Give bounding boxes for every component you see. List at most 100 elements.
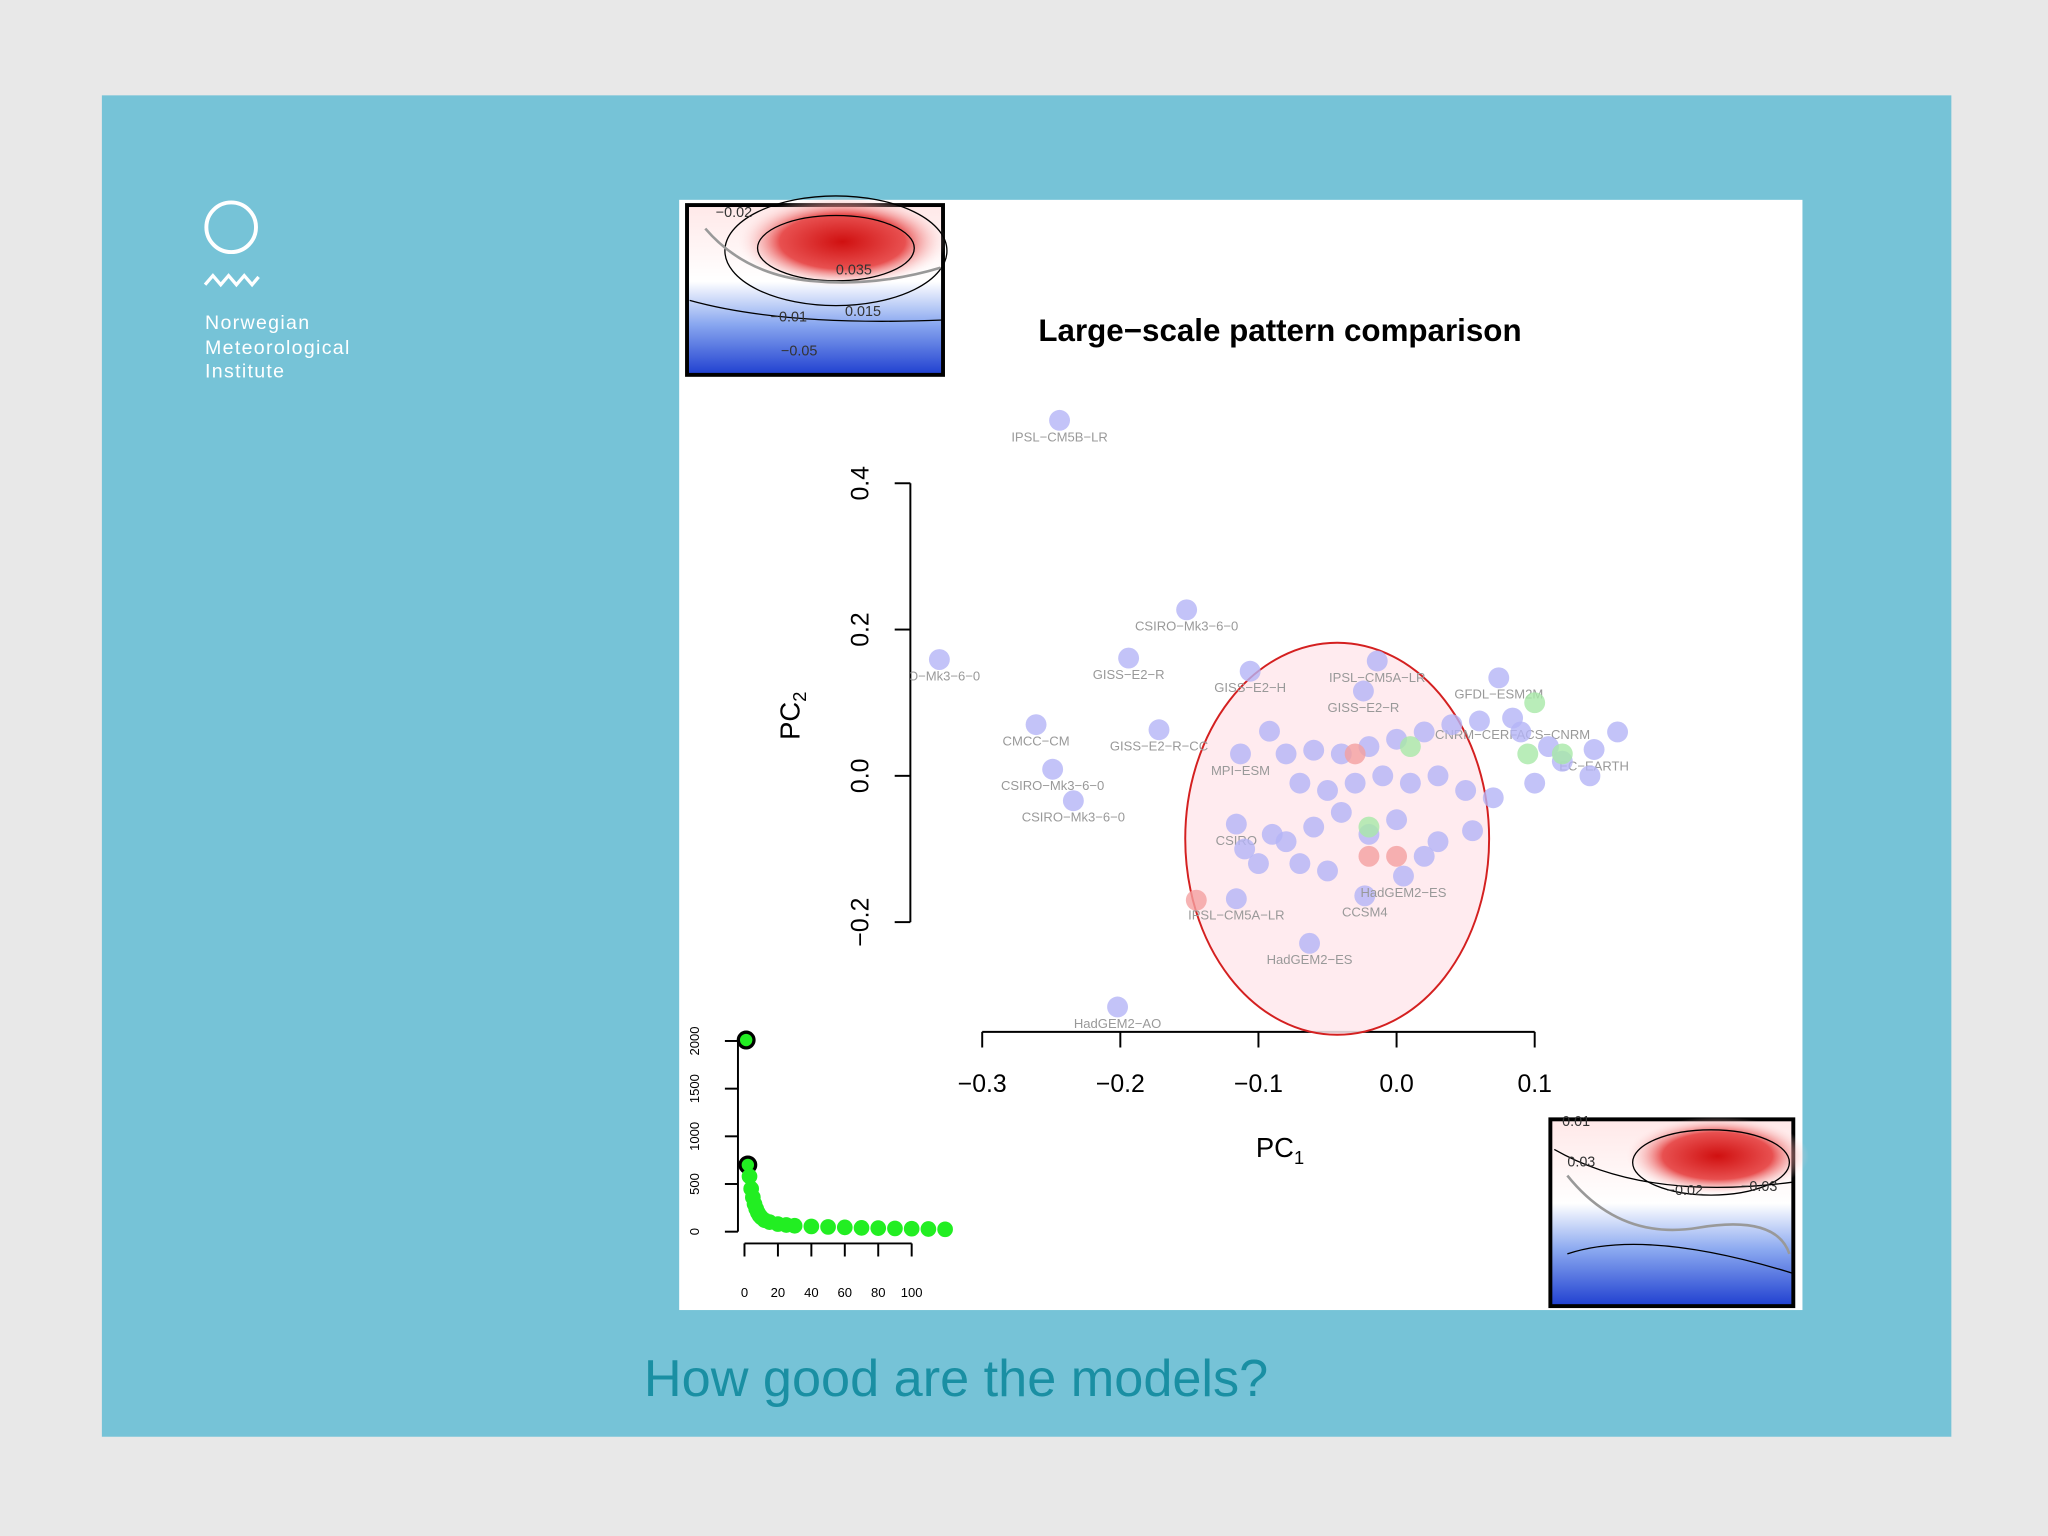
data-point xyxy=(1049,409,1071,431)
data-point xyxy=(1289,853,1311,875)
y-tick-label: 0.0 xyxy=(848,759,875,793)
plot-area xyxy=(736,1030,953,1238)
slide-caption: How good are the models? xyxy=(644,1350,1268,1408)
data-point xyxy=(786,1217,803,1234)
y-tick-label: 1000 xyxy=(687,1122,702,1151)
y-tick-label: 0.4 xyxy=(848,466,875,501)
data-point xyxy=(1607,721,1629,743)
map-label: −0.03 xyxy=(1741,1179,1777,1195)
point-label: HadGEM2−ES xyxy=(1267,952,1353,967)
x-axis-label-text: PC xyxy=(1256,1132,1294,1163)
map-coast xyxy=(1566,1174,1791,1255)
point-label: CSIRO−Mk3−6−0 xyxy=(1135,619,1238,634)
data-point xyxy=(741,1168,758,1185)
point-label: GFDL−ESM2M xyxy=(1454,687,1543,702)
map-contour xyxy=(689,299,944,322)
x-tick-label: −0.2 xyxy=(1096,1071,1145,1098)
map-contour xyxy=(724,195,948,307)
y-axis-label: PC2 xyxy=(774,692,810,740)
point-label: IPSL−CM5B−LR xyxy=(1011,429,1107,444)
map-contour xyxy=(1553,1148,1794,1188)
data-point xyxy=(1275,831,1297,853)
y-axis-label-sub: 2 xyxy=(789,692,810,702)
data-point xyxy=(1427,831,1449,853)
y-tick-label: −0.2 xyxy=(848,898,875,947)
map-label: −0.02 xyxy=(716,205,752,221)
data-point xyxy=(1118,647,1140,669)
data-point xyxy=(1386,809,1408,831)
x-tick-label: 0.0 xyxy=(1379,1071,1413,1098)
map-label: 0.01 xyxy=(1562,1114,1590,1130)
data-point xyxy=(1330,801,1352,823)
data-point xyxy=(1372,765,1394,787)
data-point xyxy=(887,1220,903,1237)
point-label: CSIRO−Mk3−6−0 xyxy=(1022,810,1125,825)
data-point xyxy=(1248,853,1269,875)
point-label: CSIRO−Mk3−6−0 xyxy=(1001,778,1104,793)
data-point xyxy=(803,1218,820,1235)
y-tick-label: 0 xyxy=(687,1228,702,1235)
data-point xyxy=(736,1030,756,1050)
x-tick-label: 0.1 xyxy=(1517,1071,1551,1098)
data-point xyxy=(1042,758,1064,780)
data-point xyxy=(1468,710,1490,732)
data-point xyxy=(1517,743,1539,765)
data-point xyxy=(1062,790,1084,812)
data-point xyxy=(1225,888,1247,910)
data-point xyxy=(1399,772,1421,794)
point-label: GISS−E2−R−CC xyxy=(1110,739,1208,754)
y-tick-label: 2000 xyxy=(687,1026,702,1055)
data-point xyxy=(1354,885,1376,907)
chart-title: Large−scale pattern comparison xyxy=(1038,313,1521,348)
x-tick-label: −0.1 xyxy=(1234,1071,1283,1098)
data-point xyxy=(1399,736,1421,758)
x-tick-label: 100 xyxy=(901,1285,923,1300)
data-point xyxy=(820,1219,836,1235)
map-contour xyxy=(1631,1129,1791,1196)
data-point xyxy=(1551,743,1573,765)
data-point xyxy=(1344,772,1366,794)
data-point xyxy=(1259,720,1280,742)
point-label: CMCC−CM xyxy=(1003,734,1070,749)
x-axis-label: PC1 xyxy=(1256,1132,1304,1168)
logo-circle xyxy=(204,200,258,255)
map-contour xyxy=(756,214,915,282)
logo-text: Meteorological xyxy=(205,337,351,359)
data-point xyxy=(1393,865,1414,887)
point-label: HadGEM2−AO xyxy=(1074,1016,1161,1031)
data-point xyxy=(1427,765,1449,787)
x-axis-label-sub: 1 xyxy=(1294,1147,1304,1168)
point-label: CCSM4 xyxy=(1342,905,1388,920)
data-point xyxy=(1455,780,1477,801)
data-point xyxy=(1441,714,1463,736)
data-point xyxy=(1524,692,1546,714)
data-point xyxy=(1176,599,1198,621)
data-point xyxy=(1289,772,1311,794)
data-point xyxy=(1358,816,1380,838)
y-axis-label-text: PC xyxy=(774,702,805,740)
data-point xyxy=(1234,838,1256,860)
data-point xyxy=(1488,667,1510,689)
data-point xyxy=(928,649,950,670)
point-label: RO−Mk3−6−0 xyxy=(899,668,981,683)
data-point xyxy=(1510,721,1532,743)
map-contour xyxy=(1567,1243,1794,1275)
map-label: −0.01 xyxy=(771,309,807,325)
data-point xyxy=(1317,780,1338,801)
data-point xyxy=(1025,714,1047,736)
plot-area: IPSL−CM5B−LR CSIRO−Mk3−6−0 RO−Mk3−6−0 GISS−… xyxy=(899,409,1629,1036)
point-label: GISS−E2−R xyxy=(1328,700,1400,715)
logo-text: Institute xyxy=(205,360,285,382)
map-label: 0.035 xyxy=(836,262,872,278)
data-point xyxy=(836,1219,853,1236)
data-point xyxy=(1352,680,1374,702)
data-point xyxy=(1303,816,1325,838)
point-label: GISS−E2−H xyxy=(1214,680,1286,695)
data-point xyxy=(1299,932,1321,954)
data-point xyxy=(1107,996,1129,1018)
data-point xyxy=(1524,772,1546,794)
map-label: 0.015 xyxy=(845,304,881,320)
logo: Norwegian Meteorological Institute xyxy=(203,200,351,382)
data-point xyxy=(1358,845,1380,867)
